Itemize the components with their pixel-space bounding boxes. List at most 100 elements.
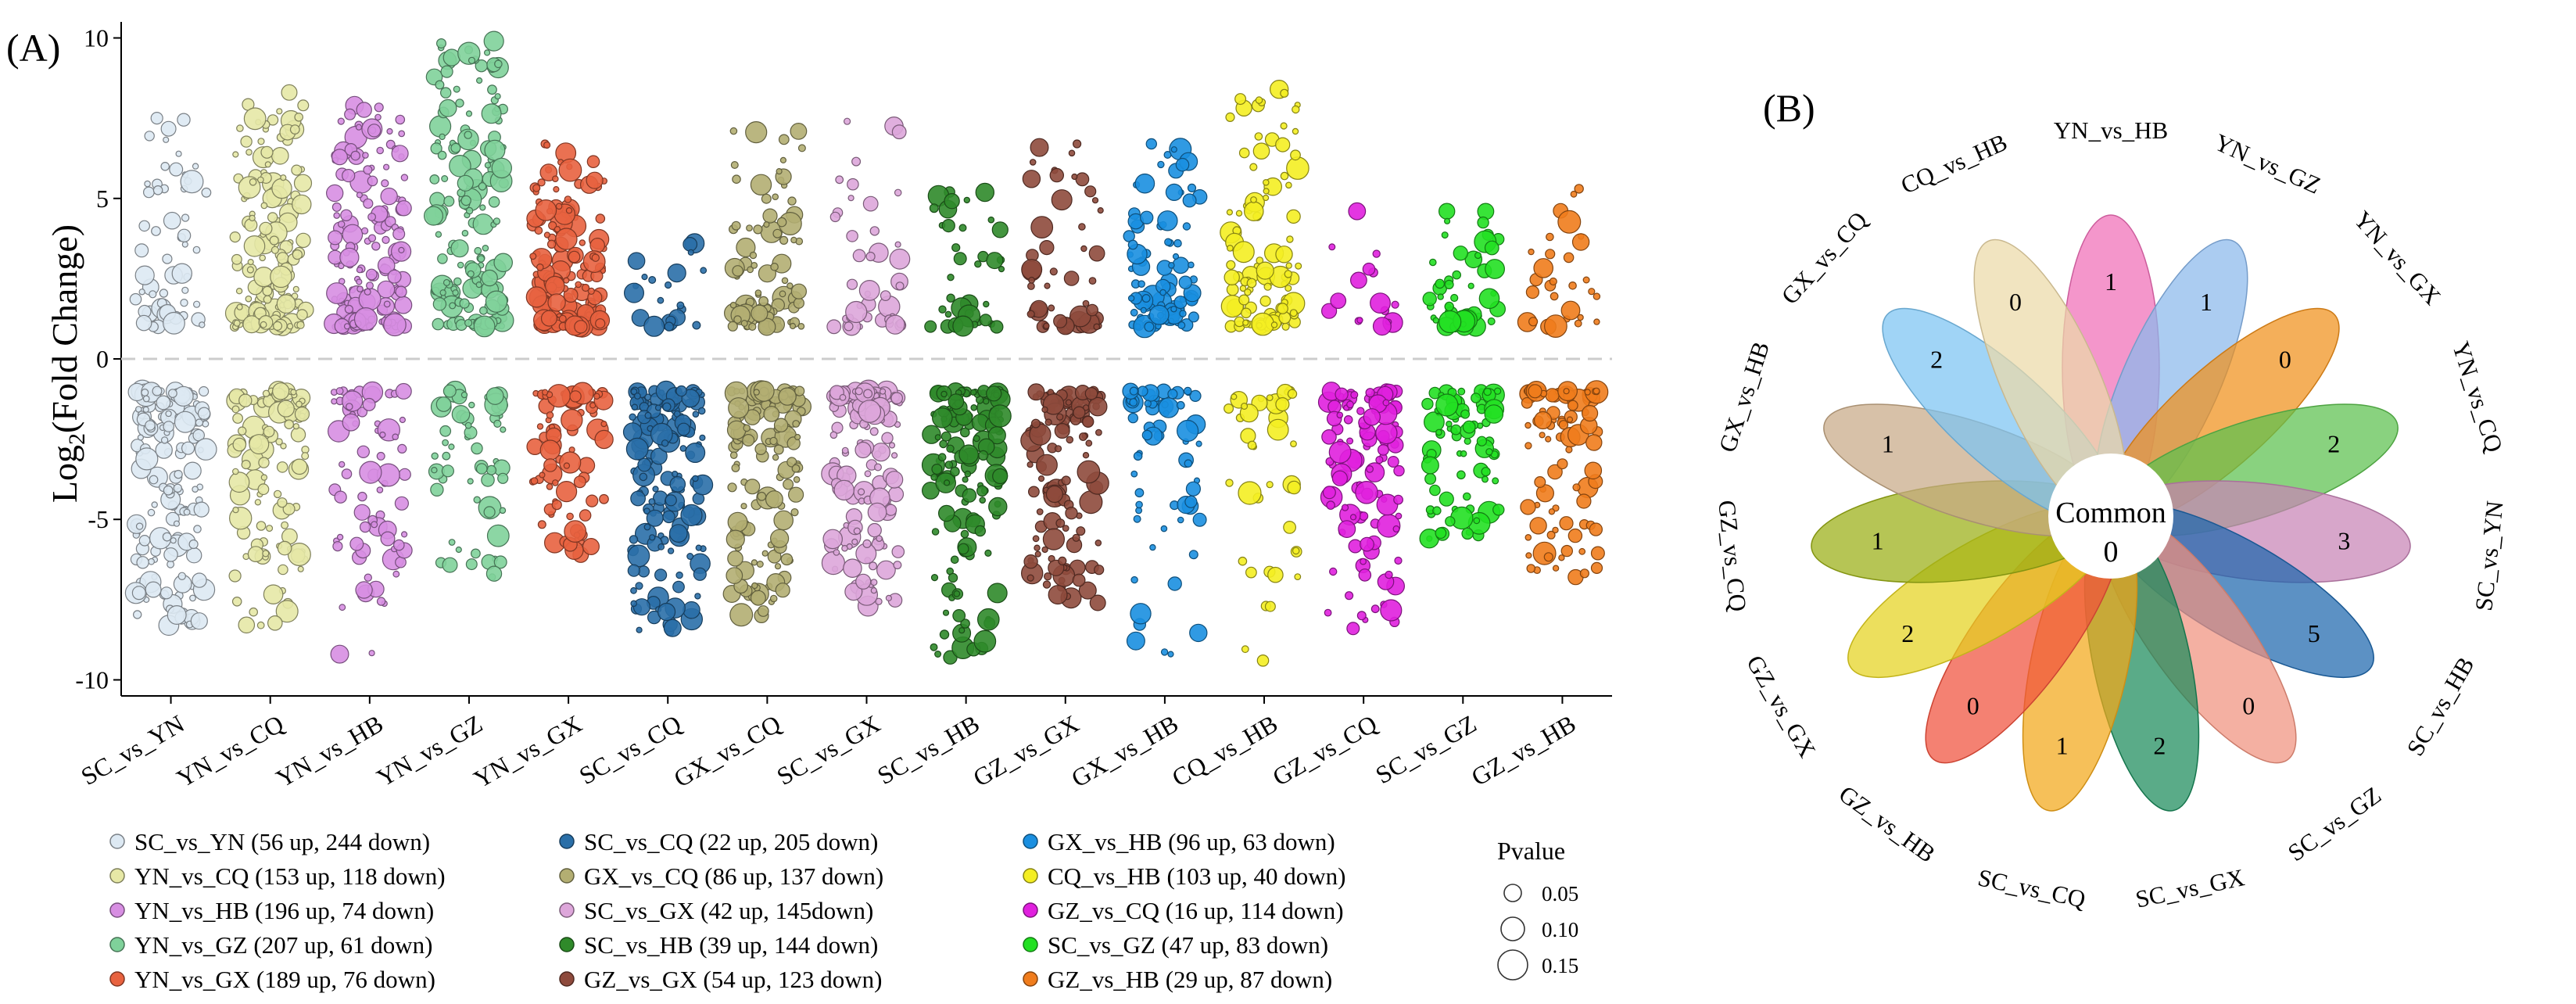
data-point — [193, 501, 210, 518]
data-point — [1584, 461, 1603, 480]
data-point — [1184, 495, 1198, 508]
data-point — [1290, 440, 1297, 447]
data-point — [973, 435, 980, 443]
data-point — [879, 388, 887, 395]
data-point — [1450, 293, 1459, 303]
data-point — [1568, 281, 1577, 290]
data-point — [761, 193, 772, 204]
data-point — [263, 425, 275, 438]
data-point — [846, 278, 858, 290]
data-point — [141, 389, 149, 397]
data-point — [464, 421, 472, 429]
data-point — [1270, 321, 1278, 328]
data-point — [536, 423, 544, 430]
data-point — [1054, 445, 1062, 453]
data-point — [1036, 454, 1058, 476]
data-point — [885, 471, 904, 489]
legend-item: GZ_vs_HB (29 up, 87 down) — [1023, 966, 1332, 993]
data-point — [1224, 269, 1240, 285]
data-point — [833, 549, 840, 556]
legend-item: SC_vs_GZ (47 up, 83 down) — [1023, 931, 1328, 959]
data-point — [269, 235, 279, 246]
data-point — [558, 158, 582, 182]
data-point — [1182, 193, 1197, 208]
data-point — [258, 457, 270, 468]
data-point — [366, 281, 374, 290]
data-point — [493, 253, 513, 273]
data-point — [294, 406, 310, 422]
data-point — [1127, 295, 1135, 302]
data-point — [929, 203, 939, 213]
data-point — [934, 434, 941, 441]
data-point — [260, 474, 268, 481]
data-point — [1492, 477, 1499, 485]
data-point — [437, 150, 447, 160]
data-point — [173, 520, 181, 527]
data-point — [440, 65, 453, 78]
data-point — [727, 511, 748, 532]
data-point — [692, 411, 700, 418]
data-point — [575, 281, 582, 289]
data-point — [855, 573, 872, 590]
data-point — [1438, 310, 1462, 334]
data-point — [1395, 512, 1403, 520]
data-point — [536, 263, 544, 271]
x-tick-label: YN_vs_GX — [469, 709, 586, 794]
legend-item: GZ_vs_CQ (16 up, 114 down) — [1023, 897, 1344, 924]
legend-label: SC_vs_CQ (22 up, 205 down) — [584, 828, 878, 855]
data-point — [962, 476, 969, 483]
data-point — [1481, 467, 1491, 477]
data-point — [1130, 308, 1138, 317]
data-point — [754, 443, 767, 456]
data-point — [974, 525, 987, 537]
data-point — [1557, 210, 1582, 234]
data-point — [931, 528, 940, 536]
data-point — [643, 315, 665, 337]
data-point — [740, 503, 747, 510]
data-point — [890, 392, 903, 404]
data-point — [880, 290, 891, 302]
data-point — [290, 427, 306, 443]
data-point — [1533, 258, 1553, 278]
data-point — [1385, 570, 1393, 579]
data-point — [392, 539, 405, 551]
data-point — [1188, 261, 1195, 269]
data-point — [441, 175, 449, 183]
legend-marker — [109, 971, 125, 987]
data-point — [471, 442, 483, 455]
data-point — [460, 391, 468, 399]
data-point — [975, 182, 995, 203]
data-point — [162, 253, 173, 264]
data-point — [1043, 322, 1050, 329]
data-point — [296, 232, 311, 249]
data-point — [870, 579, 878, 586]
data-point — [1338, 520, 1356, 538]
data-point — [1078, 432, 1087, 441]
x-tick-label: GZ_vs_CQ — [1267, 709, 1381, 791]
data-point — [435, 38, 446, 48]
data-point — [569, 390, 582, 403]
data-point — [1244, 289, 1252, 296]
data-point — [171, 263, 192, 284]
data-point — [1289, 309, 1298, 317]
data-point — [245, 149, 253, 156]
petal-label: SC_vs_HB — [2401, 652, 2479, 760]
data-point — [1255, 96, 1263, 104]
data-point — [937, 453, 947, 461]
data-point — [1259, 296, 1271, 307]
size-legend-label: 0.05 — [1542, 882, 1578, 905]
data-point — [290, 389, 297, 396]
data-point — [165, 410, 172, 418]
data-point — [1375, 421, 1398, 445]
data-point — [380, 187, 398, 206]
data-point — [1574, 319, 1582, 328]
data-point — [359, 461, 382, 484]
data-point — [1183, 284, 1202, 303]
data-point — [948, 572, 958, 583]
data-point — [493, 555, 507, 569]
data-point — [821, 550, 846, 576]
data-point — [281, 521, 289, 529]
data-point — [630, 388, 638, 396]
data-point — [256, 521, 267, 531]
data-point — [1422, 292, 1437, 307]
